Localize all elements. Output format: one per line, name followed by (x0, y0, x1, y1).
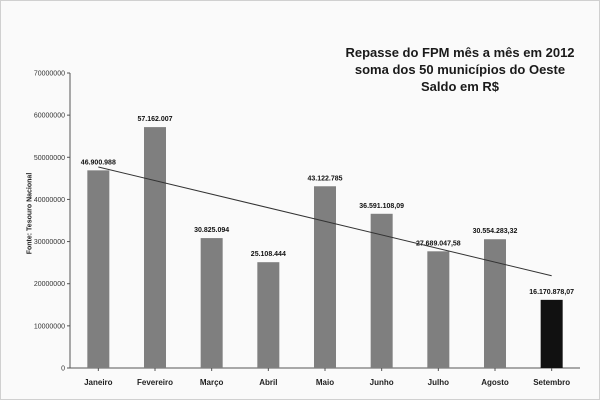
x-tick-label: Junho (370, 378, 394, 387)
y-tick-label: 60000000 (34, 113, 65, 120)
y-tick-label: 50000000 (34, 155, 65, 162)
chart-title-line-3: Saldo em R$ (420, 79, 500, 94)
y-tick-label: 0 (61, 366, 65, 373)
x-tick-label: Março (200, 378, 224, 387)
bar (484, 239, 506, 368)
x-tick-label: Janeiro (84, 378, 113, 387)
bar (370, 213, 393, 368)
x-tick-label: Agosto (481, 378, 509, 387)
data-label: 36.591.108,09 (359, 203, 404, 210)
y-tick-label: 20000000 (34, 281, 65, 288)
data-label: 30.554.283,32 (473, 228, 518, 235)
bar (257, 262, 280, 368)
y-tick-label: 70000000 (34, 71, 65, 78)
x-tick-label: Julho (428, 378, 449, 387)
data-label: 43.122.785 (307, 175, 342, 182)
y-tick-label: 10000000 (34, 323, 65, 330)
x-tick-label: Fevereiro (137, 378, 173, 387)
data-label: 27.689.047,58 (416, 240, 461, 247)
x-tick-label: Abril (259, 378, 277, 387)
bar (87, 170, 110, 368)
chart-title: Repasse do FPM mês a mês em 2012 soma do… (330, 44, 590, 95)
bar (540, 299, 563, 368)
x-tick-label: Maio (316, 378, 334, 387)
x-tick-label: Setembro (533, 378, 570, 387)
data-label: 25.108.444 (251, 251, 286, 258)
bar (144, 127, 166, 369)
trend-line (98, 166, 552, 277)
data-label: 46.900.988 (81, 159, 116, 166)
chart-title-line-1: Repasse do FPM mês a mês em 2012 (345, 45, 575, 60)
bar (314, 186, 336, 368)
data-label: 30.825.094 (194, 227, 229, 234)
bar (200, 238, 223, 368)
bar (427, 251, 450, 368)
y-tick-label: 40000000 (34, 197, 65, 204)
chart-title-line-2: soma dos 50 municípios do Oeste (354, 62, 566, 77)
data-label: 57.162.007 (137, 116, 172, 123)
y-tick-label: 30000000 (34, 239, 65, 246)
data-label: 16.170.878,07 (529, 289, 574, 296)
